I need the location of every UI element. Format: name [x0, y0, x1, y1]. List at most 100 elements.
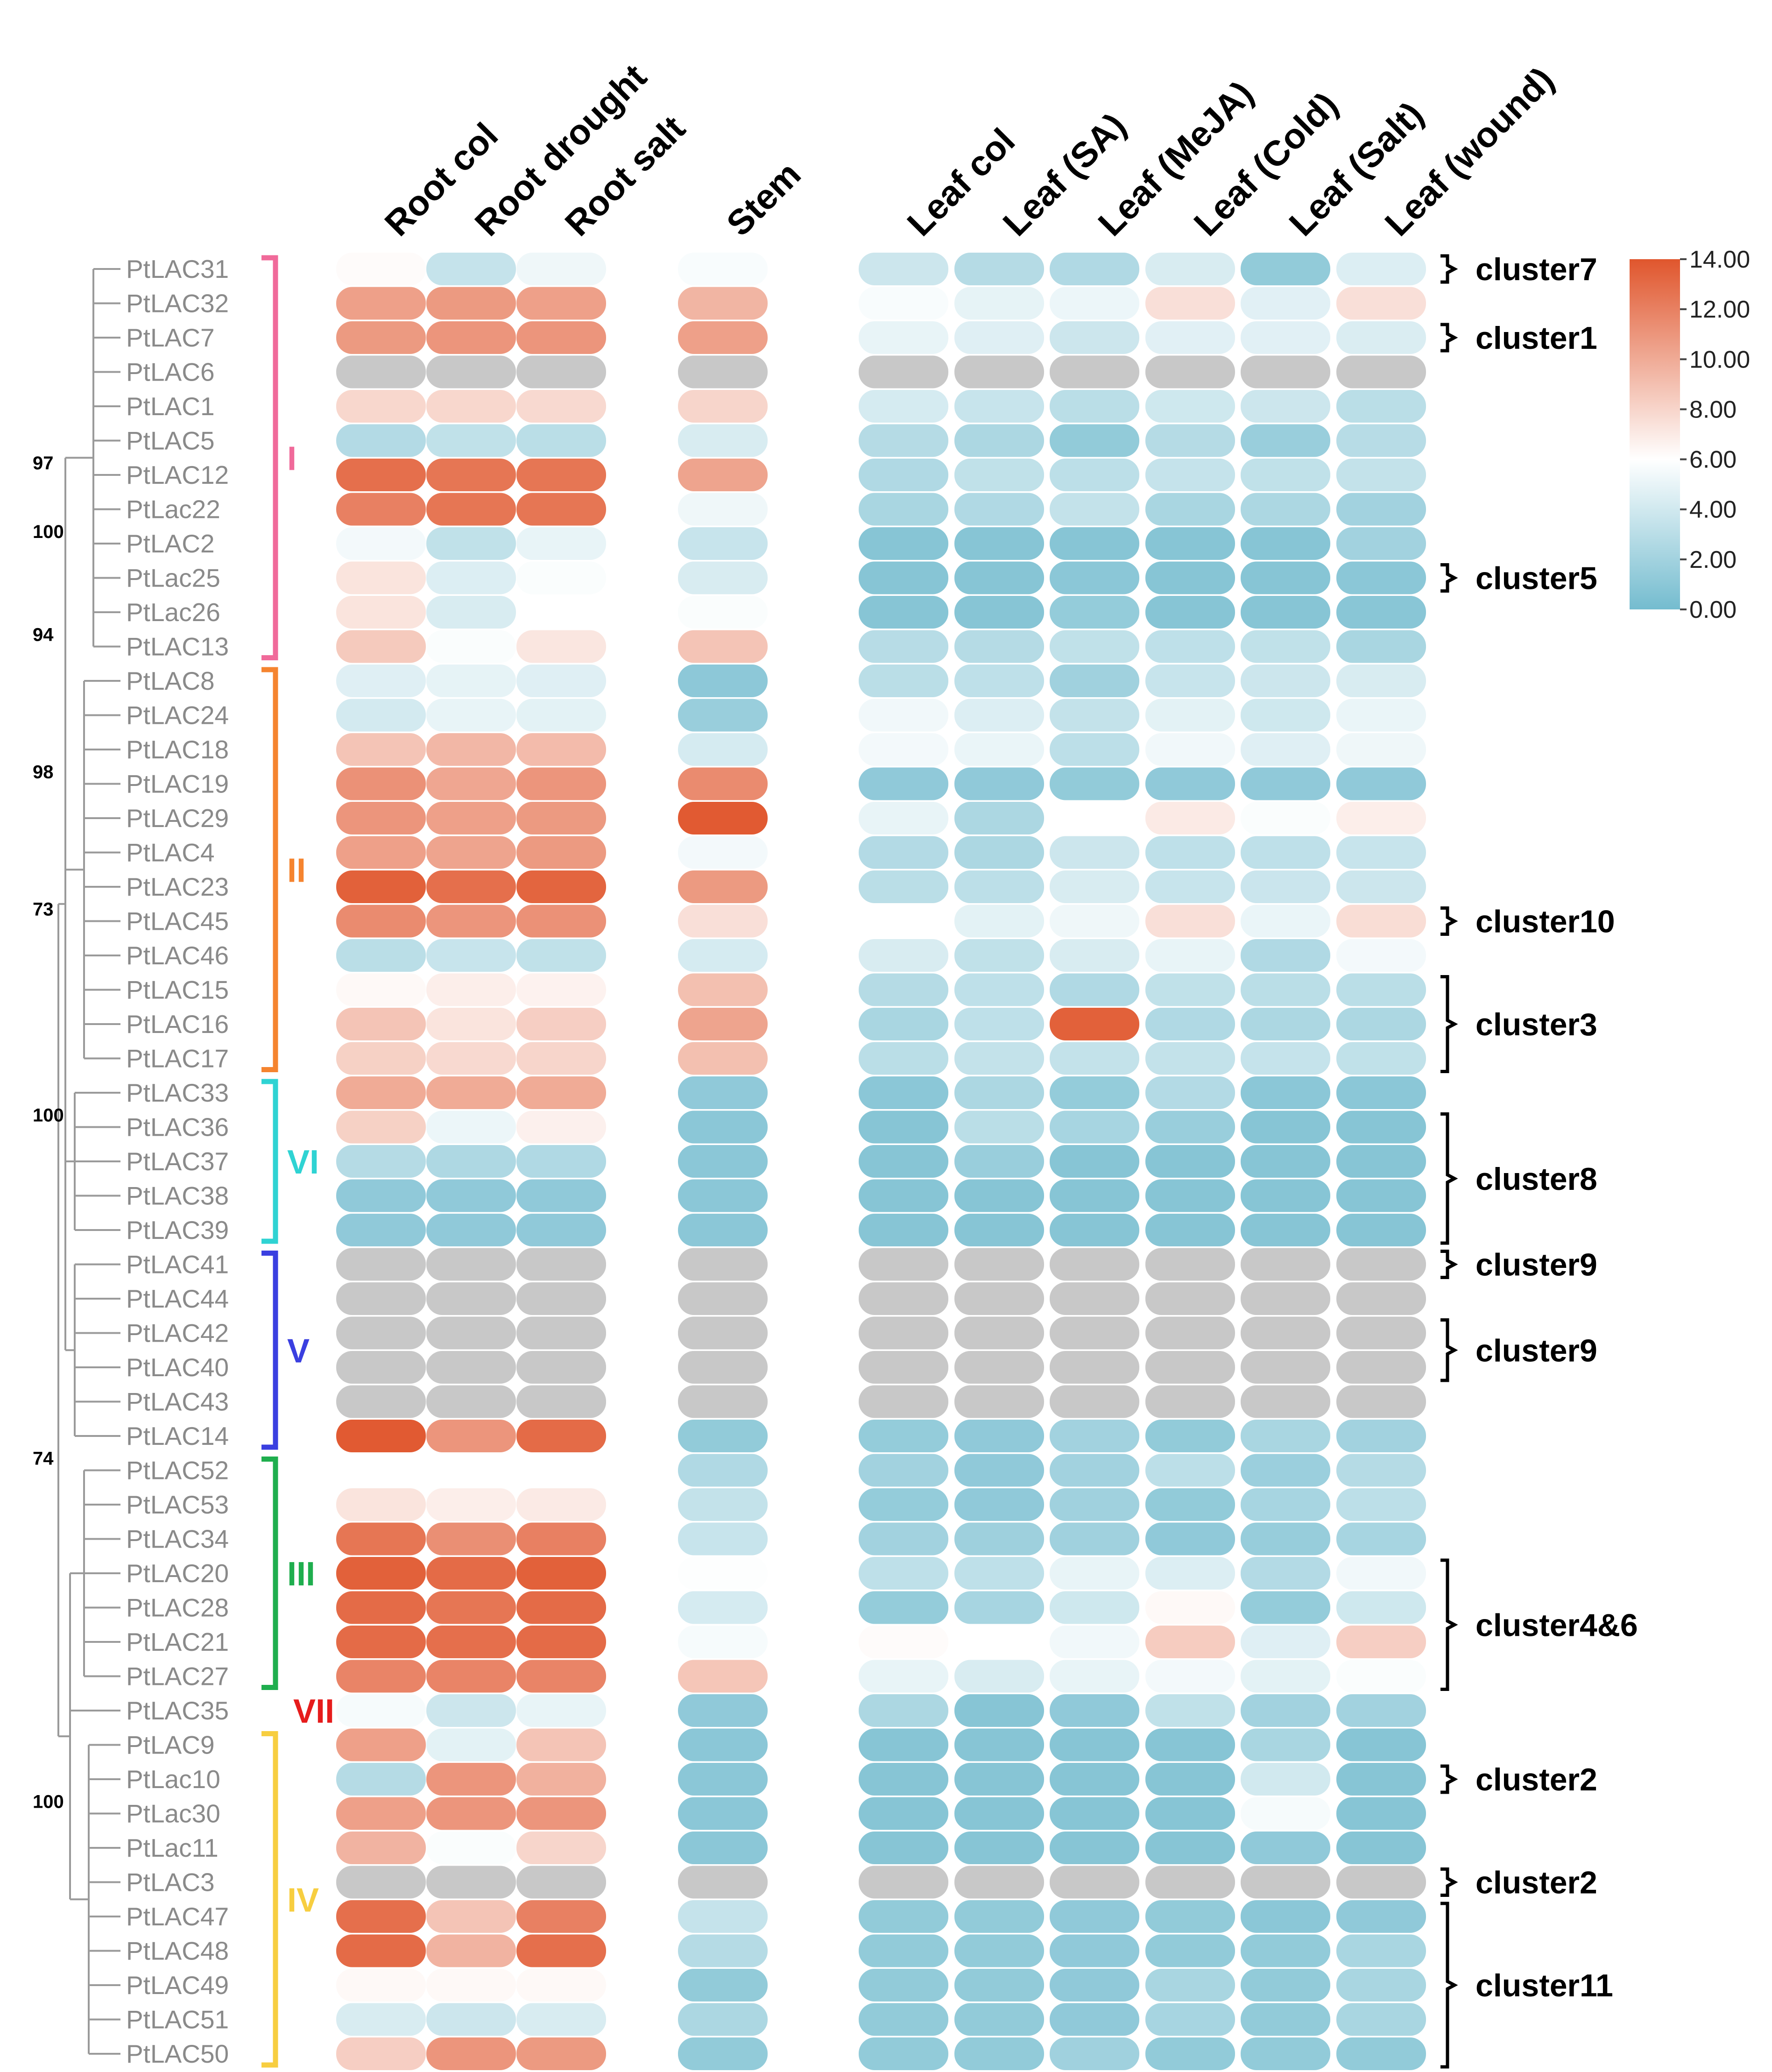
heatmap-cell [426, 1076, 516, 1109]
gene-label: PtLac26 [126, 598, 220, 627]
heatmap-cell [859, 1694, 948, 1727]
heatmap-cell [1145, 1214, 1235, 1246]
heatmap-cell [678, 1832, 768, 1864]
heatmap-cell [678, 733, 768, 766]
heatmap-cell [678, 1557, 768, 1590]
heatmap-cell [516, 2003, 606, 2036]
heatmap-cell [426, 1145, 516, 1178]
heatmap-cell [426, 1832, 516, 1864]
gene-labels: PtLAC31 PtLAC32 PtLAC7 PtLAC6 PtLAC1 PtLAC5 Pt… [126, 255, 229, 2068]
heatmap-cell [954, 287, 1044, 320]
heatmap-cell [678, 1385, 768, 1418]
heatmap-cell [859, 1797, 948, 1830]
heatmap-cell [954, 1282, 1044, 1315]
heatmap-cell [1050, 1591, 1139, 1624]
clade-bracket [261, 1251, 278, 1450]
heatmap-cell [1145, 287, 1235, 320]
heatmap-cell [426, 355, 516, 389]
heatmap-cell [426, 1248, 516, 1281]
clade-bracket [261, 1731, 278, 2068]
heatmap-cell [954, 355, 1044, 389]
heatmap-cell [516, 1934, 606, 1967]
heatmap-cell [859, 733, 948, 766]
heatmap-cell [1241, 905, 1330, 938]
heatmap-cell [1050, 1076, 1139, 1109]
heatmap-cell [954, 1385, 1044, 1418]
heatmap-cell [336, 2003, 426, 2036]
heatmap-cell [426, 1385, 516, 1418]
gene-label: PtLAC31 [126, 255, 229, 283]
column-header: Stem [719, 155, 809, 244]
heatmap-cell [678, 1008, 768, 1040]
heatmap-cell [954, 596, 1044, 629]
heatmap-cell [516, 939, 606, 972]
heatmap-cell [426, 1316, 516, 1350]
heatmap-cell [426, 253, 516, 285]
heatmap-cell [426, 424, 516, 457]
bootstrap-label: 100 [33, 1792, 64, 1812]
gene-label: PtLAC51 [126, 2005, 229, 2034]
heatmap-cell [426, 561, 516, 594]
heatmap-cell [1336, 527, 1426, 560]
heatmap-cell [516, 630, 606, 663]
heatmap-cell [1241, 1522, 1330, 1556]
heatmap-cell [1336, 1282, 1426, 1315]
heatmap-cell [516, 1488, 606, 1521]
heatmap-cell [1145, 905, 1235, 938]
heatmap-cell [1050, 1282, 1139, 1315]
heatmap-cell [1145, 1420, 1235, 1452]
heatmap-cell [336, 905, 426, 938]
heatmap-cell [678, 1660, 768, 1693]
heatmap-cell [1336, 1626, 1426, 1658]
heatmap-cell [954, 1626, 1044, 1658]
heatmap-cell [954, 1488, 1044, 1521]
heatmap-cell [1145, 1763, 1235, 1796]
heatmap-cell [426, 527, 516, 560]
heatmap-cell [1050, 1694, 1139, 1727]
heatmap-cell [954, 1797, 1044, 1830]
clade-label: I [287, 440, 297, 477]
heatmap-cell [678, 1282, 768, 1315]
heatmap-cell [859, 1008, 948, 1040]
gene-label: PtLAC28 [126, 1593, 229, 1622]
heatmap-cell [954, 1728, 1044, 1761]
heatmap-cell [426, 321, 516, 354]
heatmap-cell [1336, 321, 1426, 354]
heatmap-cell [336, 321, 426, 354]
heatmap-cell [1241, 355, 1330, 389]
heatmap-cell [678, 1694, 768, 1727]
heatmap-cell [516, 321, 606, 354]
heatmap-cell [336, 836, 426, 869]
heatmap-cell [426, 905, 516, 938]
heatmap-cell [678, 1145, 768, 1178]
heatmap-cell [516, 1042, 606, 1075]
heatmap-cell [1050, 1248, 1139, 1281]
heatmap-cell [1241, 665, 1330, 697]
heatmap-cell [336, 1866, 426, 1899]
heatmap-cell [954, 665, 1044, 697]
heatmap-cell [1145, 1454, 1235, 1487]
heatmap-cell [859, 1248, 948, 1281]
heatmap-cell [1336, 1866, 1426, 1899]
heatmap-cell [516, 561, 606, 594]
heatmap-cell [1241, 1763, 1330, 1796]
heatmap-cell [1050, 630, 1139, 663]
heatmap-cell [1336, 939, 1426, 972]
heatmap-cell [1241, 1900, 1330, 1933]
heatmap-cell [859, 2037, 948, 2070]
colorbar-gradient [1630, 259, 1680, 609]
heatmap-cell [954, 1042, 1044, 1075]
heatmap-cell [516, 870, 606, 903]
heatmap-cell [678, 1934, 768, 1967]
cluster-brackets: cluster7 cluster1 cluster5 cluster10 cluster… [1440, 252, 1638, 2069]
heatmap-cell [678, 1797, 768, 1830]
heatmap-cell [336, 1557, 426, 1590]
heatmap-cell [426, 1797, 516, 1830]
heatmap-cell [1145, 493, 1235, 526]
heatmap-cell [1336, 1763, 1426, 1796]
heatmap-cell [1050, 493, 1139, 526]
heatmap-cell [859, 1626, 948, 1658]
heatmap-cell [954, 459, 1044, 491]
heatmap-cell [678, 1179, 768, 1212]
